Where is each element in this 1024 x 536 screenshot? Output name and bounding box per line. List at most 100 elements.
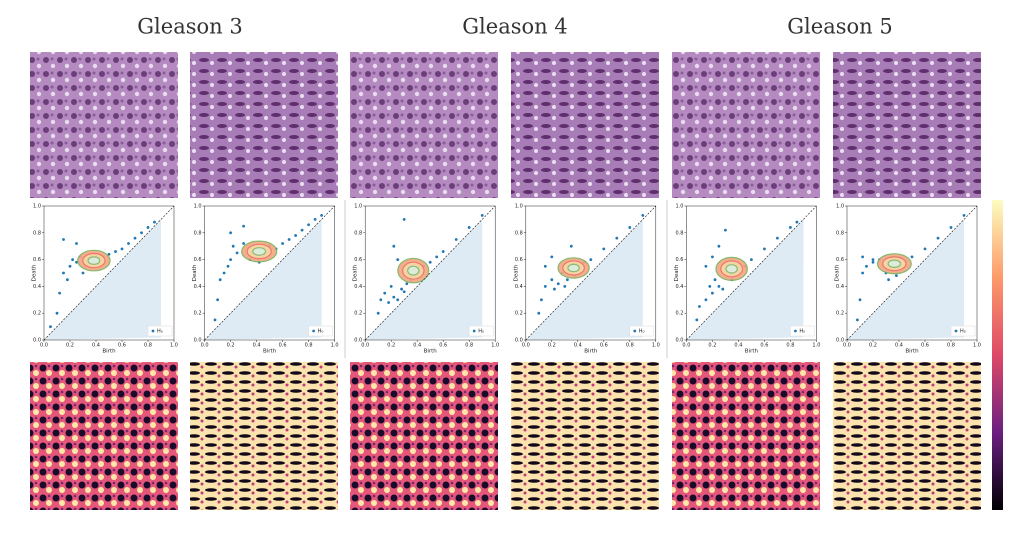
point	[392, 295, 396, 299]
point	[55, 311, 59, 315]
point	[229, 231, 233, 235]
diagonal	[204, 205, 335, 341]
point	[543, 285, 547, 288]
y-tick-label: 0.0	[33, 338, 41, 344]
y-tick-label: 0.8	[836, 230, 844, 236]
point	[467, 226, 471, 229]
y-tick-label: 1.0	[33, 204, 41, 210]
diagonal	[43, 205, 175, 341]
point	[717, 244, 721, 248]
x-tick-label: 0.8	[305, 343, 313, 349]
x-tick-label: 0.4	[734, 343, 742, 349]
y-tick-label: 0.6	[194, 257, 202, 263]
point	[856, 318, 859, 322]
point	[895, 274, 898, 278]
x-tick-label: 0.4	[413, 343, 421, 349]
legend-label: H₀	[960, 329, 966, 335]
image	[511, 362, 659, 510]
point	[62, 238, 65, 241]
point	[936, 236, 940, 240]
point	[871, 260, 875, 264]
persistence-diagram: 0.0 0.2 0.4 0.6 0.8 1.0 0.0 0.2 0.4 0.6 0.8 1.0 Birt…	[353, 204, 499, 355]
point	[480, 213, 484, 217]
y-tick-label: 0.2	[194, 311, 202, 317]
y-tick-label: 0.2	[836, 311, 844, 317]
x-tick-label: 1.0	[973, 343, 981, 349]
point	[66, 278, 69, 282]
persistence-diagram: 0.0 0.2 0.4 0.6 0.8 1.0 0.0 0.2 0.4 0.6 0.8 1.0 Birt…	[513, 204, 659, 355]
point	[68, 264, 72, 268]
image	[350, 52, 498, 198]
y-axis-label: Death	[353, 264, 359, 281]
y-tick-label: 0.4	[354, 284, 362, 290]
y-tick-label: 0.2	[354, 311, 362, 317]
point	[62, 271, 65, 275]
point	[75, 242, 78, 245]
y-tick-label: 0.6	[354, 257, 362, 263]
y-tick-label: 0.6	[836, 257, 844, 263]
point	[923, 247, 927, 251]
point	[776, 236, 779, 240]
point	[454, 238, 458, 241]
image	[833, 362, 981, 510]
legend-box	[790, 325, 815, 337]
y-tick-label: 0.6	[515, 257, 523, 263]
x-tick-label: 0.4	[895, 343, 903, 349]
density-contour	[567, 263, 580, 273]
point	[540, 298, 543, 302]
x-tick-label: 0.8	[465, 343, 473, 349]
y-axis-label: Death	[513, 264, 519, 281]
point	[58, 291, 61, 295]
x-tick-label: 0.8	[786, 343, 794, 349]
legend-box	[468, 325, 494, 337]
point	[307, 223, 310, 227]
x-tick-label: 0.0	[843, 343, 851, 349]
point	[231, 244, 235, 248]
point	[763, 247, 766, 251]
point	[795, 220, 799, 224]
y-tick-label: 0.2	[33, 311, 41, 317]
legend-box	[629, 325, 655, 337]
point	[387, 301, 390, 304]
point	[641, 213, 645, 217]
x-tick-label: 0.8	[144, 343, 152, 349]
point	[750, 258, 753, 261]
column-title: Gleason 4	[462, 15, 567, 39]
point	[222, 271, 226, 275]
x-tick-label: 0.4	[92, 343, 100, 349]
x-tick-label: 1.0	[652, 343, 660, 349]
legend-box	[308, 325, 333, 337]
point	[392, 244, 396, 248]
point	[566, 278, 569, 282]
point	[140, 231, 143, 235]
image	[190, 362, 338, 510]
filtered-images	[30, 362, 981, 510]
point	[717, 285, 721, 288]
x-tick-label: 0.0	[361, 343, 369, 349]
point	[320, 213, 323, 217]
point	[698, 305, 701, 308]
point	[235, 251, 239, 255]
x-tick-label: 1.0	[491, 343, 499, 349]
diagonal	[364, 205, 496, 341]
point	[711, 291, 714, 295]
x-tick-label: 0.2	[869, 343, 877, 349]
x-tick-label: 0.6	[439, 343, 447, 349]
x-tick-label: 1.0	[331, 343, 339, 349]
x-tick-label: 0.2	[387, 343, 395, 349]
point	[402, 290, 406, 294]
point	[405, 282, 409, 286]
x-axis-label: Birth	[263, 349, 277, 355]
point	[213, 318, 217, 322]
point	[389, 285, 393, 288]
point	[435, 255, 439, 259]
x-tick-label: 0.2	[227, 343, 235, 349]
point	[563, 285, 567, 288]
point	[287, 238, 291, 241]
point	[615, 236, 619, 240]
density-contour	[252, 247, 267, 256]
x-tick-label: 0.2	[548, 343, 556, 349]
point	[556, 282, 560, 286]
point	[402, 218, 406, 221]
